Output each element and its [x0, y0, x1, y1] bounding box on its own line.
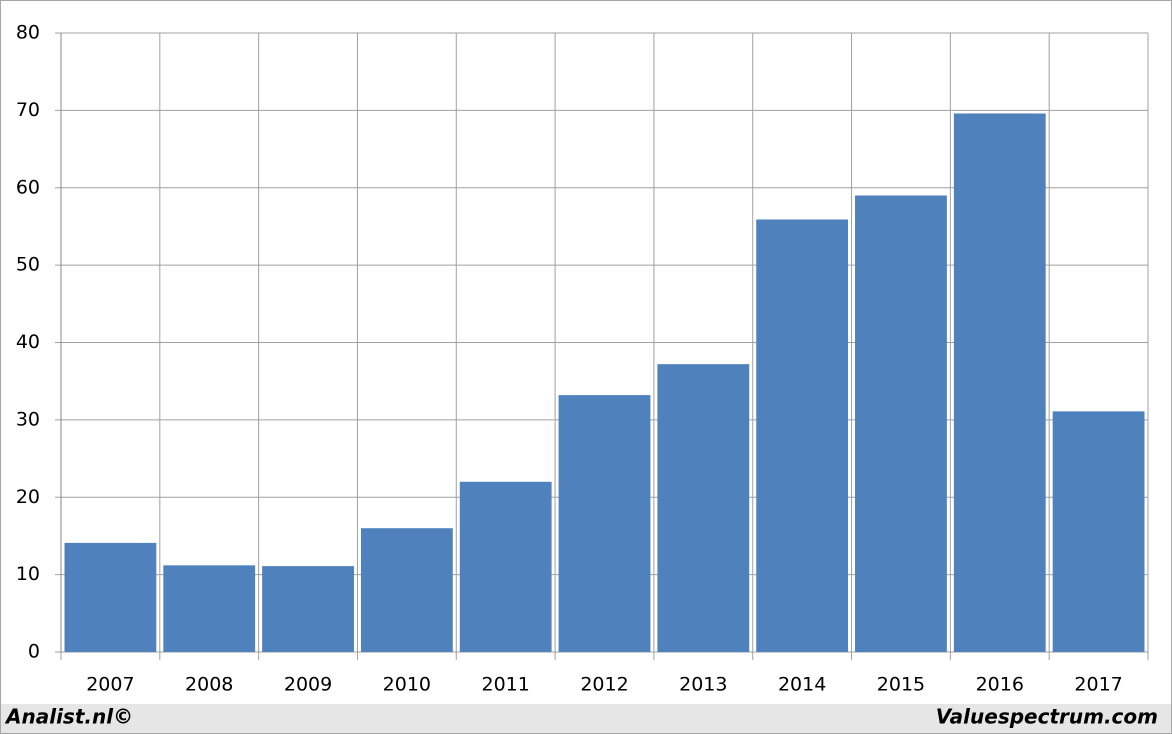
x-tick-label: 2013	[679, 674, 727, 696]
x-tick-label: 2016	[976, 674, 1024, 696]
y-tick-label: 50	[16, 254, 40, 276]
bar	[64, 542, 157, 652]
y-tick-label: 70	[16, 99, 40, 121]
y-tick-label: 0	[28, 641, 40, 663]
bar	[756, 219, 849, 652]
bar	[657, 364, 750, 652]
x-tick-label: 2014	[778, 674, 826, 696]
bar	[1052, 411, 1145, 652]
bar	[855, 195, 947, 653]
y-tick-label: 40	[16, 331, 40, 353]
bar	[953, 113, 1046, 653]
x-tick-label: 2015	[877, 674, 925, 696]
y-tick-label: 10	[16, 563, 40, 585]
y-tick-label: 60	[16, 176, 40, 198]
bar	[558, 395, 651, 652]
footer-band	[1, 704, 1171, 733]
bar	[459, 481, 552, 652]
y-tick-label: 30	[16, 408, 40, 430]
x-tick-label: 2010	[383, 674, 431, 696]
x-tick-label: 2008	[185, 674, 233, 696]
footer-right: Valuespectrum.com	[936, 705, 1158, 729]
x-tick-label: 2017	[1074, 674, 1122, 696]
footer-left: Analist.nl©	[4, 705, 133, 729]
x-tick-label: 2007	[86, 674, 134, 696]
bar	[360, 528, 453, 652]
bar	[163, 565, 256, 652]
x-tick-label: 2011	[482, 674, 530, 696]
y-tick-label: 80	[16, 22, 40, 44]
y-tick-label: 20	[16, 486, 40, 508]
x-tick-label: 2012	[580, 674, 628, 696]
x-tick-label: 2009	[284, 674, 332, 696]
bar	[262, 566, 354, 652]
